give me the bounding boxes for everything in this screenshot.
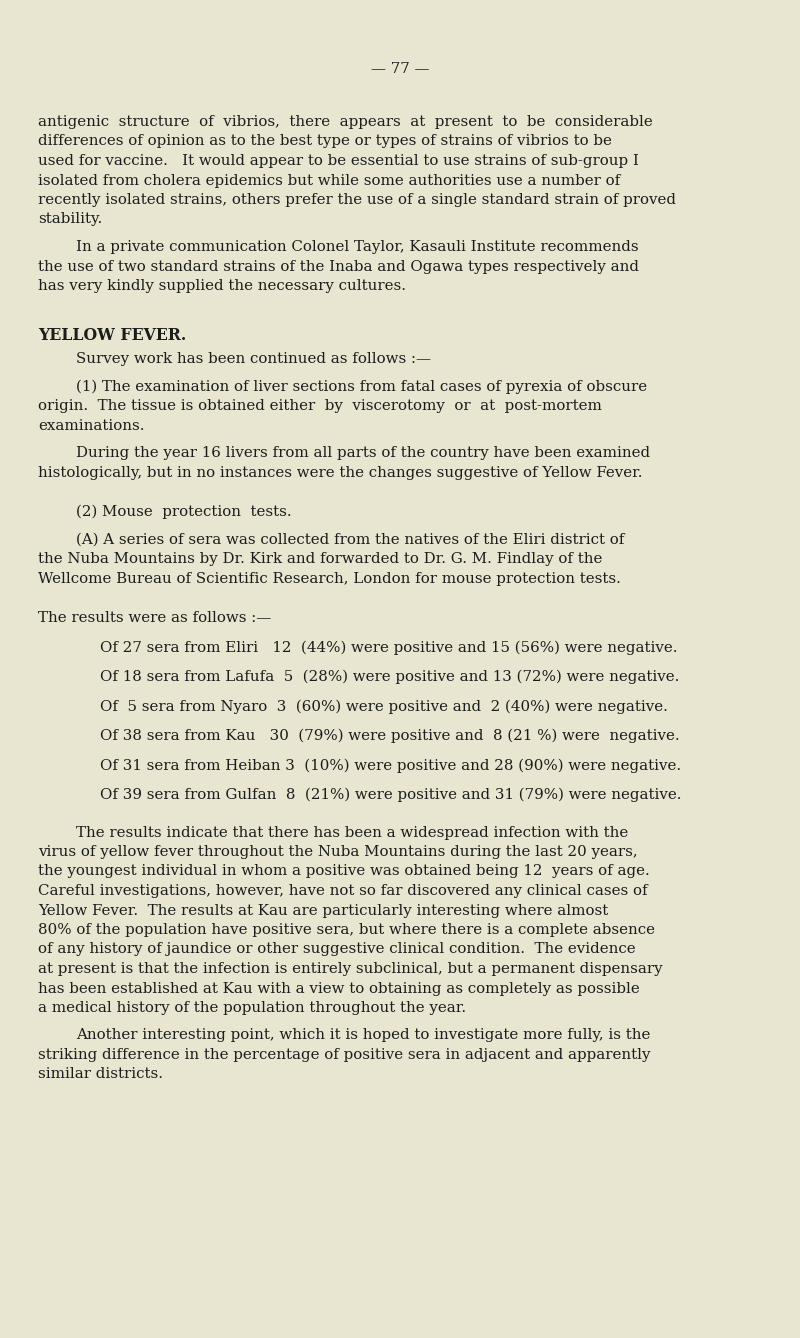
Text: The results indicate that there has been a widespread infection with the: The results indicate that there has been…: [76, 826, 628, 839]
Text: histologically, but in no instances were the changes suggestive of Yellow Fever.: histologically, but in no instances were…: [38, 466, 642, 479]
Text: at present is that the infection is entirely subclinical, but a permanent dispen: at present is that the infection is enti…: [38, 962, 662, 975]
Text: Of  5 sera from Nyaro  3  (60%) were positive and  2 (40%) were negative.: Of 5 sera from Nyaro 3 (60%) were positi…: [100, 700, 668, 714]
Text: differences of opinion as to the best type or types of strains of vibrios to be: differences of opinion as to the best ty…: [38, 135, 612, 149]
Text: origin.  The tissue is obtained either  by  viscerotomy  or  at  post-mortem: origin. The tissue is obtained either by…: [38, 399, 602, 413]
Text: Of 39 sera from Gulfan  8  (21%) were positive and 31 (79%) were negative.: Of 39 sera from Gulfan 8 (21%) were posi…: [100, 788, 682, 803]
Text: Another interesting point, which it is hoped to investigate more fully, is the: Another interesting point, which it is h…: [76, 1029, 650, 1042]
Text: isolated from cholera epidemics but while some authorities use a number of: isolated from cholera epidemics but whil…: [38, 174, 620, 187]
Text: similar districts.: similar districts.: [38, 1068, 163, 1081]
Text: a medical history of the population throughout the year.: a medical history of the population thro…: [38, 1001, 466, 1016]
Text: recently isolated strains, others prefer the use of a single standard strain of : recently isolated strains, others prefer…: [38, 193, 676, 207]
Text: Wellcome Bureau of Scientific Research, London for mouse protection tests.: Wellcome Bureau of Scientific Research, …: [38, 571, 621, 586]
Text: In a private communication Colonel Taylor, Kasauli Institute recommends: In a private communication Colonel Taylo…: [76, 240, 638, 254]
Text: Careful investigations, however, have not so far discovered any clinical cases o: Careful investigations, however, have no…: [38, 884, 648, 898]
Text: Yellow Fever.  The results at Kau are particularly interesting where almost: Yellow Fever. The results at Kau are par…: [38, 903, 608, 918]
Text: Of 27 sera from Eliri   12  (44%) were positive and 15 (56%) were negative.: Of 27 sera from Eliri 12 (44%) were posi…: [100, 641, 678, 654]
Text: YELLOW FEVER.: YELLOW FEVER.: [38, 326, 186, 344]
Text: of any history of jaundice or other suggestive clinical condition.  The evidence: of any history of jaundice or other sugg…: [38, 942, 636, 957]
Text: the youngest individual in whom a positive was obtained being 12  years of age.: the youngest individual in whom a positi…: [38, 864, 650, 879]
Text: striking difference in the percentage of positive sera in adjacent and apparentl: striking difference in the percentage of…: [38, 1048, 650, 1062]
Text: the Nuba Mountains by Dr. Kirk and forwarded to Dr. G. M. Findlay of the: the Nuba Mountains by Dr. Kirk and forwa…: [38, 553, 602, 566]
Text: Of 31 sera from Heiban 3  (10%) were positive and 28 (90%) were negative.: Of 31 sera from Heiban 3 (10%) were posi…: [100, 759, 681, 773]
Text: the use of two standard strains of the Inaba and Ogawa types respectively and: the use of two standard strains of the I…: [38, 260, 639, 273]
Text: (2) Mouse  protection  tests.: (2) Mouse protection tests.: [76, 504, 292, 519]
Text: stability.: stability.: [38, 213, 102, 226]
Text: virus of yellow fever throughout the Nuba Mountains during the last 20 years,: virus of yellow fever throughout the Nub…: [38, 846, 638, 859]
Text: Of 38 sera from Kau   30  (79%) were positive and  8 (21 %) were  negative.: Of 38 sera from Kau 30 (79%) were positi…: [100, 729, 680, 744]
Text: has been established at Kau with a view to obtaining as completely as possible: has been established at Kau with a view …: [38, 982, 640, 995]
Text: During the year 16 livers from all parts of the country have been examined: During the year 16 livers from all parts…: [76, 446, 650, 460]
Text: examinations.: examinations.: [38, 419, 145, 432]
Text: 80% of the population have positive sera, but where there is a complete absence: 80% of the population have positive sera…: [38, 923, 655, 937]
Text: The results were as follows :—: The results were as follows :—: [38, 611, 271, 625]
Text: Of 18 sera from Lafufa  5  (28%) were positive and 13 (72%) were negative.: Of 18 sera from Lafufa 5 (28%) were posi…: [100, 670, 679, 685]
Text: used for vaccine.   It would appear to be essential to use strains of sub-group : used for vaccine. It would appear to be …: [38, 154, 639, 169]
Text: antigenic  structure  of  vibrios,  there  appears  at  present  to  be  conside: antigenic structure of vibrios, there ap…: [38, 115, 653, 128]
Text: (1) The examination of liver sections from fatal cases of pyrexia of obscure: (1) The examination of liver sections fr…: [76, 380, 647, 393]
Text: — 77 —: — 77 —: [370, 62, 430, 76]
Text: Survey work has been continued as follows :—: Survey work has been continued as follow…: [76, 352, 431, 367]
Text: has very kindly supplied the necessary cultures.: has very kindly supplied the necessary c…: [38, 280, 406, 293]
Text: (A) A series of sera was collected from the natives of the Eliri district of: (A) A series of sera was collected from …: [76, 533, 624, 546]
